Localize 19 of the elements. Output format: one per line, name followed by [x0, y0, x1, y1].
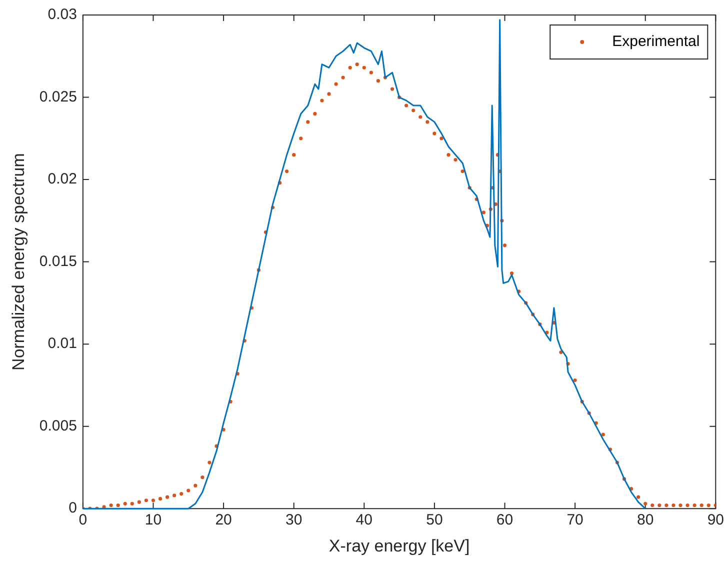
- x-tick-label: 80: [637, 512, 654, 529]
- y-tick-label: 0.02: [48, 170, 77, 188]
- y-axis-title: Normalized energy spectrum: [8, 153, 28, 370]
- y-tick-label: 0: [68, 500, 77, 517]
- x-tick-label: 50: [426, 512, 443, 529]
- x-tick-label: 20: [215, 512, 232, 529]
- x-tick-label: 30: [286, 512, 302, 529]
- y-tick-label: 0.005: [39, 417, 77, 434]
- y-tick-label: 0.01: [48, 335, 77, 352]
- x-tick-label: 90: [707, 512, 724, 529]
- y-tick-label: 0.015: [39, 252, 77, 270]
- x-tick-label: 70: [566, 512, 584, 529]
- y-tick-label: 0.03: [48, 6, 77, 24]
- x-tick-label: 60: [496, 512, 514, 529]
- x-axis-title: X-ray energy [keV]: [328, 536, 470, 556]
- x-tick-label: 40: [356, 512, 372, 529]
- legend-label: Experimental: [612, 33, 700, 50]
- y-tick-label: 0.025: [39, 88, 77, 106]
- x-tick-label: 10: [144, 512, 162, 529]
